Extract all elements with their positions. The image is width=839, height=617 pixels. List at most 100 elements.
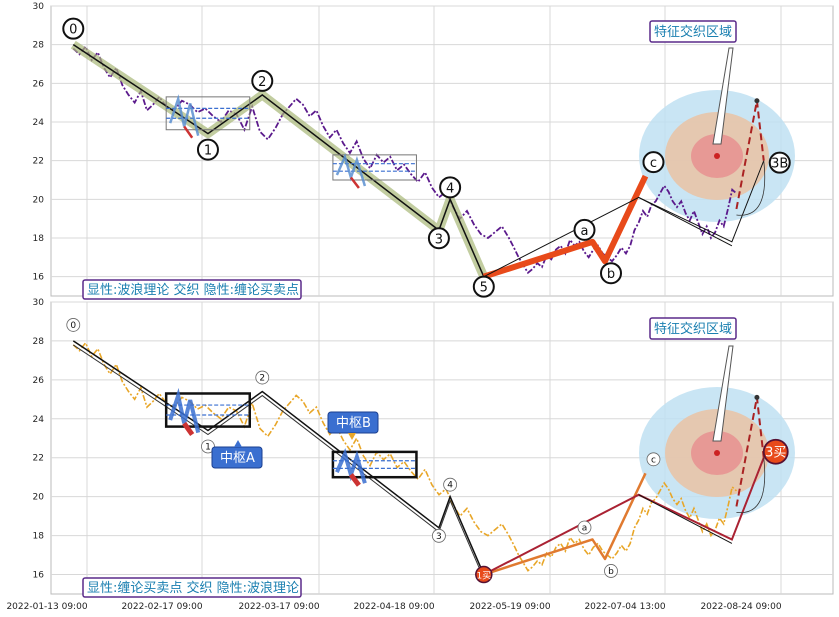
- wave-label: 4: [447, 481, 453, 491]
- trend-line: [483, 457, 765, 576]
- y-tick-label: 28: [33, 41, 45, 51]
- target-dot: [754, 98, 760, 104]
- trend-line: [483, 160, 765, 278]
- y-tick-label: 22: [33, 157, 44, 167]
- x-tick-label: 2022-05-19 09:00: [469, 602, 550, 612]
- panel-bottom-caption-box: 显性:缠论买卖点 交织 隐性:波浪理论: [82, 577, 302, 598]
- x-tick-label: 2022-02-17 09:00: [121, 602, 202, 612]
- panel-top-zone-label-box: 特征交织区域: [649, 20, 737, 43]
- zone-arrow: [712, 345, 734, 442]
- wave-label-circle: [600, 262, 622, 285]
- pivot-stroke-red: [349, 176, 360, 189]
- y-tick-label: 30: [33, 298, 45, 308]
- x-tick-label: 2022-08-24 09:00: [700, 602, 781, 612]
- pivot-box: [332, 154, 417, 181]
- wave-label: 3: [435, 232, 443, 247]
- wave-label: 5: [480, 281, 488, 296]
- panel-bottom: 16 18 20 22 24 26 28 30 0 1 2 3 4 a b c 1买 3买: [33, 298, 834, 595]
- wave-label: 4: [446, 181, 454, 196]
- y-tick-label: 26: [33, 376, 45, 386]
- panel-top-caption: 显性:波浪理论 交织 隐性:缠论买卖点: [87, 282, 299, 298]
- panel-top-marks: 0 1 2 3 4 5 a b c 3B: [62, 17, 791, 298]
- panel-top-waves: [70, 40, 766, 280]
- wave-label: 1: [204, 144, 212, 159]
- wave-label: c: [651, 455, 656, 465]
- y-tick-label: 24: [33, 415, 45, 425]
- target-arc: [736, 160, 766, 216]
- buy-1-marker: [475, 565, 493, 584]
- y-tick-label: 20: [33, 493, 45, 503]
- pivot-label-b-box: 中枢B: [327, 411, 379, 440]
- wave-label-circle: [66, 318, 81, 332]
- panel-bottom-waves: [72, 340, 766, 579]
- wave-label: b: [608, 567, 614, 577]
- wave-label-circle: [573, 218, 596, 241]
- zone-center-dot: [714, 450, 720, 456]
- panel-bottom-zone: [639, 345, 795, 519]
- panel-bottom-price: [72, 341, 737, 572]
- wave-label: a: [582, 523, 588, 533]
- wave-label: 0: [69, 23, 77, 38]
- wave-label-circle: [604, 564, 618, 578]
- panel-top-zone: [639, 47, 795, 222]
- bi-line: [482, 174, 649, 280]
- panel-top-y-ticks: 16 18 20 22 24 26 28 30: [33, 2, 45, 283]
- y-tick-label: 22: [33, 454, 44, 464]
- x-axis-ticks: 2022-01-13 09:00 2022-02-17 09:00 2022-03-…: [6, 602, 781, 612]
- wave-label-circle: [439, 176, 462, 199]
- x-tick-label: 2022-07-04 13:00: [584, 602, 665, 612]
- target-dot: [754, 394, 760, 400]
- wave-label: 3B: [771, 157, 788, 172]
- pivot-stroke-red: [183, 125, 194, 139]
- wave-label: 3: [436, 532, 442, 542]
- panel-top-price: [72, 44, 738, 275]
- wave-label: 2: [258, 75, 266, 90]
- y-tick-label: 26: [33, 79, 45, 89]
- trend-line-low: [638, 196, 733, 247]
- wave-label-circle: [432, 528, 446, 543]
- panel-bottom-zone-label: 特征交织区域: [654, 321, 732, 337]
- wave-label: b: [607, 267, 615, 282]
- wave-label-circle: [443, 477, 458, 492]
- price-line: [72, 341, 737, 572]
- pivot-label-b: 中枢B: [336, 416, 371, 431]
- y-tick-label: 16: [33, 571, 45, 581]
- wave-label-circle: [255, 370, 270, 385]
- pivot-box: [165, 96, 251, 131]
- wave-label-circle: [472, 275, 495, 298]
- wave-label-circle: [251, 69, 274, 92]
- x-tick-label: 2022-01-13 09:00: [6, 602, 87, 612]
- trend-line-low: [638, 494, 733, 544]
- y-tick-label: 30: [33, 2, 45, 12]
- panel-top: 16 18 20 22 24 26 28 30 0 1 2 3 4 5 a b c 3B: [33, 2, 834, 298]
- wave-label-circle: [196, 138, 219, 161]
- buy-3-marker: [762, 438, 789, 465]
- wave-label: 1: [205, 442, 211, 452]
- x-tick-label: 2022-04-18 09:00: [353, 602, 434, 612]
- y-tick-label: 18: [33, 234, 45, 244]
- panel-bottom-y-ticks: 16 18 20 22 24 26 28 30: [33, 298, 45, 581]
- wave-label-circle: [646, 452, 661, 467]
- wave-label-circle: [642, 151, 665, 174]
- pivot-stroke-red: [182, 421, 195, 437]
- pivot-box: [164, 392, 251, 428]
- pivot-label-a-box: 中枢A: [211, 440, 263, 469]
- bi-line: [483, 472, 647, 576]
- buy-1-label: 1买: [476, 571, 491, 582]
- panel-top-caption-box: 显性:波浪理论 交织 隐性:缠论买卖点: [82, 279, 302, 300]
- zone-arrow: [712, 47, 734, 145]
- target-arc: [736, 457, 766, 513]
- pivot-label-a: 中枢A: [220, 451, 255, 466]
- y-tick-label: 16: [33, 273, 45, 283]
- y-tick-label: 28: [33, 337, 45, 347]
- zone-center-dot: [714, 153, 720, 159]
- pivot-box: [331, 450, 418, 479]
- price-line: [72, 44, 738, 275]
- wave-label: a: [581, 224, 589, 239]
- panel-bottom-zone-label-box: 特征交织区域: [649, 317, 737, 340]
- panel-top-zone-label: 特征交织区域: [654, 24, 732, 40]
- y-tick-label: 18: [33, 532, 45, 542]
- wave-label: 2: [259, 374, 265, 384]
- pivot-stroke-red: [348, 473, 361, 487]
